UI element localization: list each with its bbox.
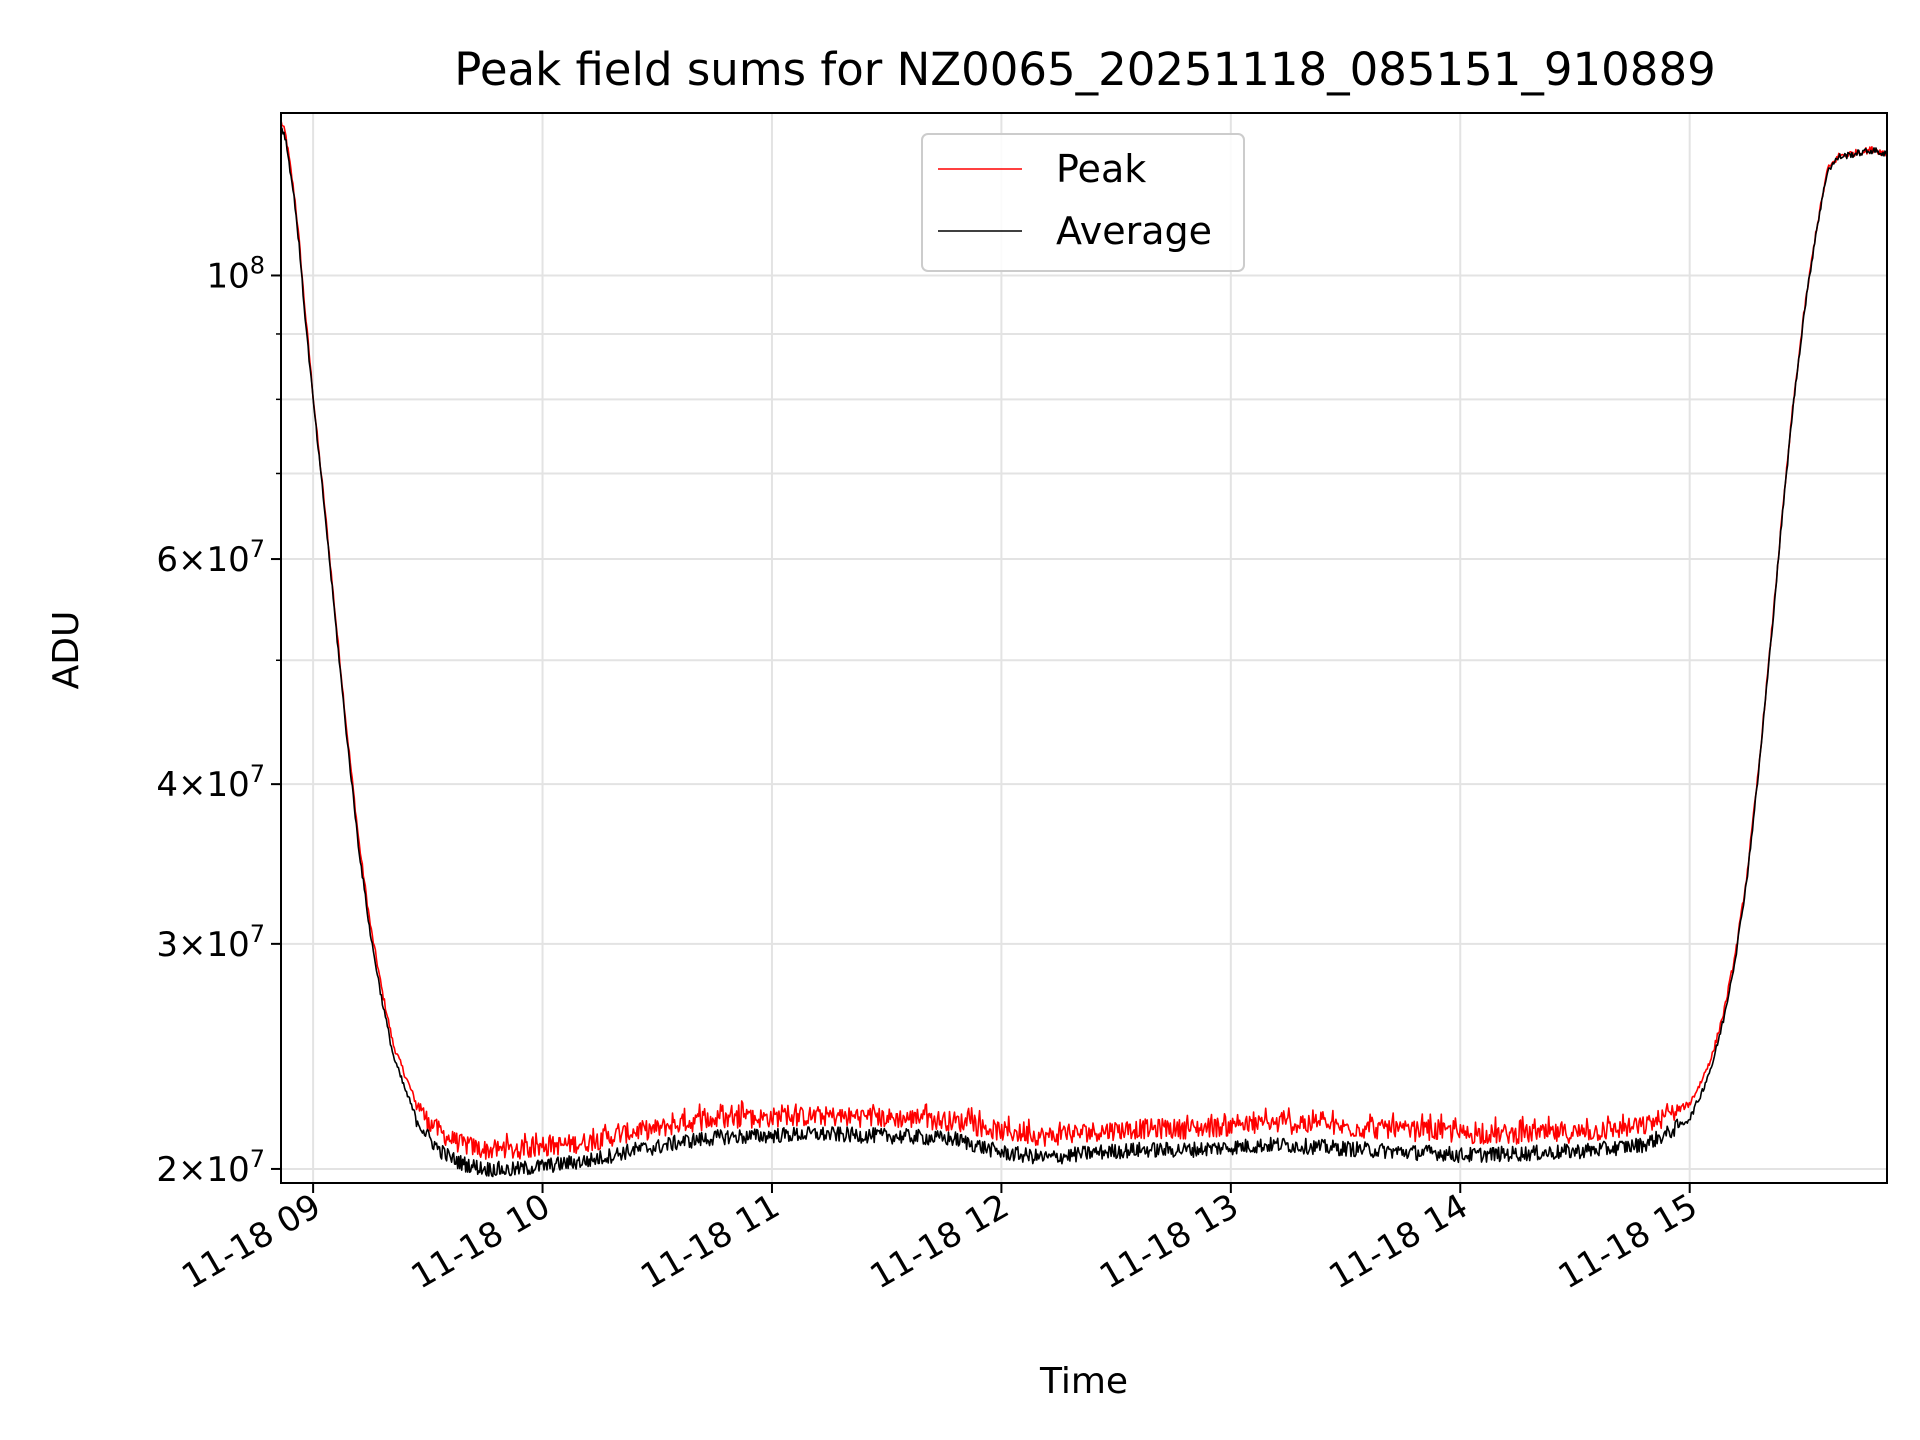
chart-title: Peak field sums for NZ0065_20251118_0851… [454,43,1715,96]
y-tick-label: 2×107 [156,1145,265,1190]
x-axis-label: Time [1039,1361,1128,1402]
legend-label-peak: Peak [1056,147,1146,191]
y-tick-label: 4×107 [156,760,265,805]
legend-label-average: Average [1056,209,1212,253]
y-tick-label: 3×107 [156,920,265,965]
plot-frame [280,112,1888,1184]
y-tick-label: 6×107 [156,535,265,580]
series-line-peak [281,120,1887,1160]
grid [281,113,1887,1183]
series-group [281,120,1887,1178]
series-line-average [281,126,1887,1178]
y-axis-label: ADU [46,611,87,690]
legend: Peak Average [921,133,1245,272]
